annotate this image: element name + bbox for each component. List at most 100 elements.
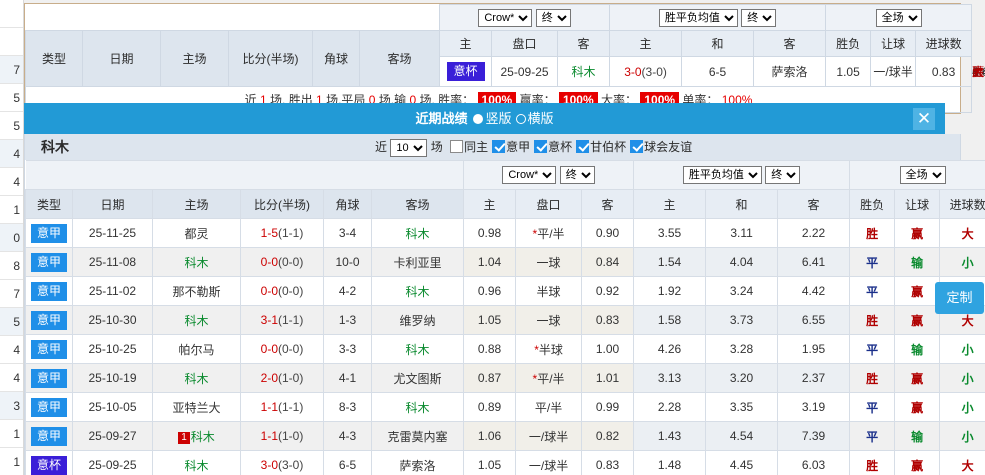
handicap-star-icon: * xyxy=(532,371,538,386)
main-odds-phase-select[interactable]: 终 xyxy=(559,166,595,184)
cell-type: 意甲 xyxy=(25,363,73,393)
score-full: 0-0 xyxy=(260,284,278,298)
score-full: 3-1 xyxy=(260,313,278,327)
type-badge: 意甲 xyxy=(30,339,67,359)
checkbox-league-1[interactable] xyxy=(534,140,548,153)
cell-odds-home: 0.89 xyxy=(463,392,517,422)
home-team-name: 科木 xyxy=(184,458,209,473)
cell-odds-away: 0.83 xyxy=(581,305,635,335)
table-row[interactable]: 意甲 25-09-27 1 科木 1-1(1-0) 4-3 克雷莫内塞 1.06 一/球半 0.8… xyxy=(25,421,985,451)
label-same-home: 同主 xyxy=(464,140,489,154)
table-row[interactable]: 意甲 25-10-05 亚特兰大 1-1(1-1) 8-3 科木 0.89 平/半 0.99 2.… xyxy=(25,392,985,422)
col-away: 客场 xyxy=(358,30,441,87)
cell-odds-home: 1.05 xyxy=(463,305,517,335)
cell-goals: 大 xyxy=(939,450,985,475)
table-row[interactable]: 意甲 25-10-19 科木 2-0(1-0) 4-1 尤文图斯 0.87 *平/半 1.01 3… xyxy=(25,363,985,393)
cell-handicap: 一/球半 xyxy=(515,450,583,475)
bg-strip-cell: 3 xyxy=(0,392,23,420)
euro-company-select[interactable]: 胜平负均值 xyxy=(658,8,738,27)
away-team-name: 尤文图斯 xyxy=(393,371,442,386)
bg-strip-cell: 4 xyxy=(0,140,23,168)
cell-score: 0-0(0-0) xyxy=(240,247,324,277)
mcol-euro-home: 主 xyxy=(633,189,707,219)
table-row[interactable]: 意甲 25-10-25 帕尔马 0-0(0-0) 3-3 科木 0.88 *半球 1.00 4.2… xyxy=(25,334,985,364)
cell-euro-home: 1.58 xyxy=(633,305,707,335)
table-row[interactable]: 意杯 25-09-25 科木 3-0(3-0) 6-5 萨索洛 1.05 一/球半 0.83 1.… xyxy=(25,450,985,475)
type-badge: 意甲 xyxy=(30,397,67,417)
cell-hcp-result: 输 xyxy=(894,334,941,364)
table-row[interactable]: 意甲 25-11-02 那不勒斯 0-0(0-0) 4-2 科木 0.96 半球 0.92 1.9… xyxy=(25,276,985,306)
type-badge: 意杯 xyxy=(446,62,485,81)
odds-phase-select[interactable]: 终 xyxy=(535,8,571,27)
checkbox-same-home[interactable] xyxy=(450,140,464,153)
summary-losses: 0 xyxy=(409,93,417,107)
odds-company-select[interactable]: Crow* xyxy=(478,8,533,27)
result-scope-select[interactable]: 全场 xyxy=(875,8,922,27)
bg-strip-cell: 8 xyxy=(0,252,23,280)
cell-euro-home: 2.28 xyxy=(633,392,707,422)
cell-hcp-result: 赢 xyxy=(894,276,941,306)
cell-euro-away: 1.95 xyxy=(777,334,851,364)
label-league-2: 甘伯杯 xyxy=(590,140,627,154)
upcoming-match-panel: Crow* 终 胜平负均值 终 全场 类型 日期 主场 比分(半场) 角球 客场… xyxy=(24,3,985,114)
away-team-name: 维罗纳 xyxy=(399,313,436,328)
away-team-name: 克雷莫内塞 xyxy=(387,429,448,444)
checkbox-league-0[interactable] xyxy=(492,140,506,153)
summary-draws: 0 xyxy=(368,93,376,107)
score-half: (1-1) xyxy=(278,226,304,240)
cell-corner: 6-5 xyxy=(323,450,372,475)
cell-corner: 8-3 xyxy=(323,392,372,422)
cell-type: 意杯 xyxy=(25,450,73,475)
cell-euro-draw: 4.54 xyxy=(705,421,779,451)
cell-odds-away: 1.01 xyxy=(581,363,635,393)
label-league-1: 意杯 xyxy=(548,140,573,154)
cell-euro-away: 6.55 xyxy=(777,305,851,335)
mcol-goals: 进球数 xyxy=(939,189,985,219)
cell-handicap: 一球 xyxy=(515,305,583,335)
cell-score: 0-0(0-0) xyxy=(240,334,324,364)
customize-button[interactable]: 定制 xyxy=(935,282,984,314)
cell-odds-away: 0.83 xyxy=(581,450,635,475)
cell-odds-home: 1.05 xyxy=(825,56,872,87)
close-icon[interactable]: ✕ xyxy=(913,108,935,130)
main-euro-company-cell: 胜平负均值 终 xyxy=(633,160,851,190)
cell-type: 意甲 xyxy=(25,276,73,306)
bg-strip-cell: 5 xyxy=(0,112,23,140)
cell-euro-away: 3.19 xyxy=(777,392,851,422)
main-euro-company-select[interactable]: 胜平负均值 xyxy=(682,166,762,184)
home-team-name: 亚特兰大 xyxy=(172,400,221,415)
euro-phase-select[interactable]: 终 xyxy=(741,8,777,27)
table-row[interactable]: 意甲 25-10-30 科木 3-1(1-1) 1-3 维罗纳 1.05 一球 0.83 1.58… xyxy=(25,305,985,335)
cell-euro-home: 1.43 xyxy=(633,421,707,451)
main-euro-phase-select[interactable]: 终 xyxy=(765,166,801,184)
cell-date: 25-11-25 xyxy=(72,218,153,248)
mcol-odds-home: 主 xyxy=(463,189,517,219)
top-data-row[interactable]: 意杯 25-09-25 科木 3-0(3-0) 6-5 萨索洛 1.05 一/球… xyxy=(26,56,985,87)
bg-strip-cell: 5 xyxy=(0,308,23,336)
cell-date: 25-09-25 xyxy=(491,56,559,87)
cell-handicap: 一/球半 xyxy=(515,421,583,451)
match-count-select[interactable]: 10 xyxy=(390,139,428,157)
cell-handicap: 平/半 xyxy=(515,392,583,422)
score-full: 0-0 xyxy=(260,342,278,356)
cell-euro-home: 1.48 xyxy=(633,450,707,475)
main-odds-company-select[interactable]: Crow* xyxy=(502,166,557,184)
checkbox-league-3[interactable] xyxy=(630,140,644,153)
type-badge: 意杯 xyxy=(30,455,67,475)
filter-controls: 近 10 场 同主 意甲 意杯 甘伯杯 球会友谊 xyxy=(375,134,692,160)
cell-away: 克雷莫内塞 xyxy=(370,421,465,451)
radio-vertical[interactable] xyxy=(473,114,484,124)
away-team-name: 科木 xyxy=(405,226,430,241)
cell-handicap: *平/半 xyxy=(515,363,583,393)
table-row[interactable]: 意甲 25-11-08 科木 0-0(0-0) 10-0 卡利亚里 1.04 一球 0.84 1.… xyxy=(25,247,985,277)
table-row[interactable]: 意甲 25-11-25 都灵 1-5(1-1) 3-4 科木 0.98 *平/半 0.90 3.5… xyxy=(25,218,985,248)
mcol-hcp-result: 让球 xyxy=(894,189,941,219)
radio-horizontal[interactable] xyxy=(515,114,526,124)
cell-corner: 4-1 xyxy=(323,363,372,393)
main-result-scope-select[interactable]: 全场 xyxy=(899,166,946,184)
checkbox-league-2[interactable] xyxy=(576,140,590,153)
recent-results-body: 意甲 25-11-25 都灵 1-5(1-1) 3-4 科木 0.98 *平/半 0.90 3.5… xyxy=(25,218,985,475)
cell-date: 25-10-05 xyxy=(72,392,153,422)
type-badge: 意甲 xyxy=(30,426,67,446)
type-badge: 意甲 xyxy=(30,310,67,330)
